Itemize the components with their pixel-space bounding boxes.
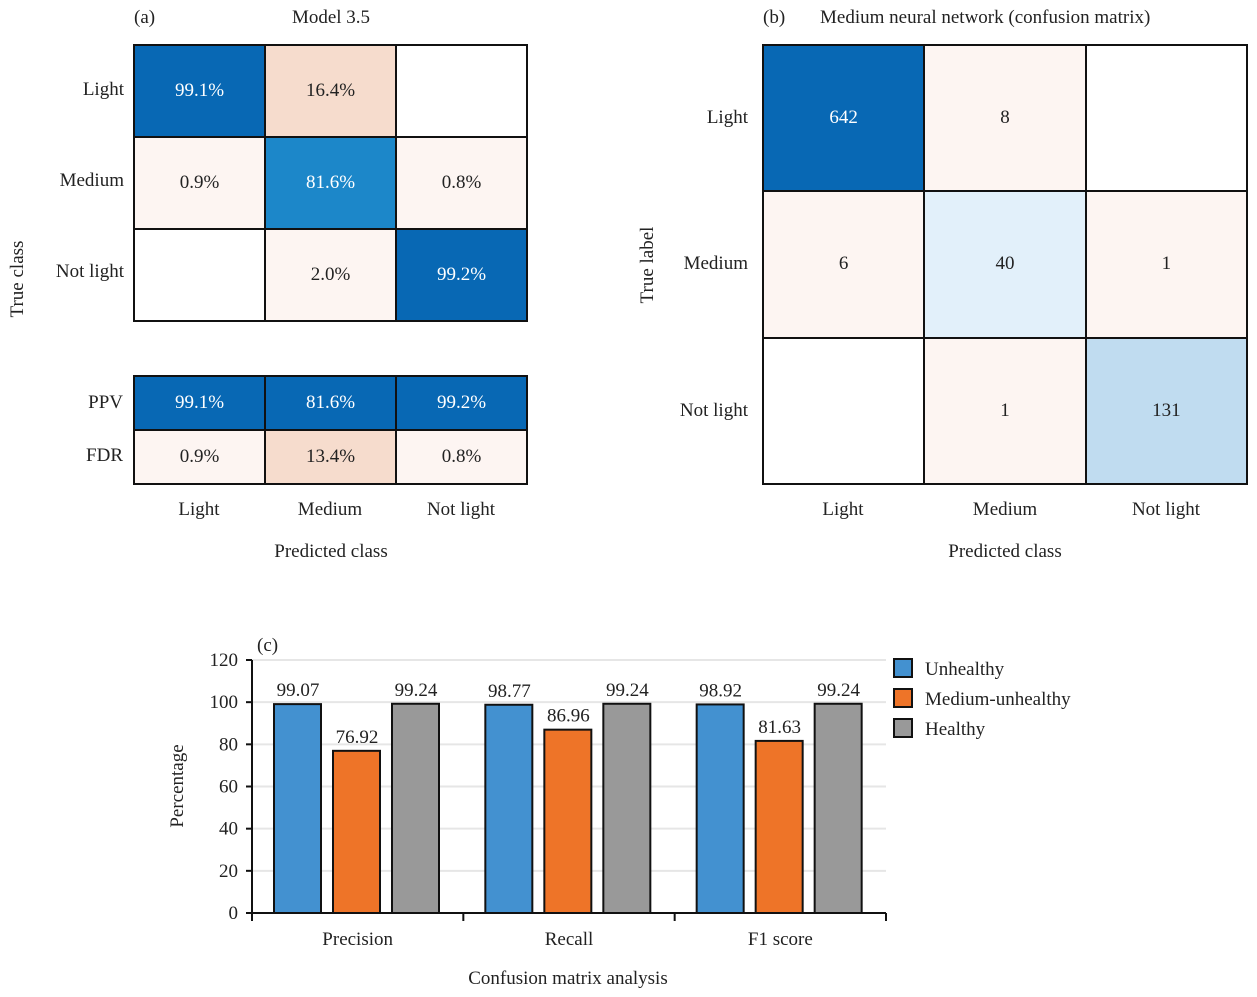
panel-a-cell: 99.2% xyxy=(397,230,526,320)
panel-a-cell: 99.1% xyxy=(135,46,264,136)
y-tick-label: 20 xyxy=(219,861,238,882)
panel-a-cell: 16.4% xyxy=(266,46,395,136)
data-label: 99.07 xyxy=(277,680,320,701)
bar-unhealthy xyxy=(484,703,534,914)
panel-b-cell: 131 xyxy=(1086,338,1246,483)
panel-a-col-label: Medium xyxy=(297,499,363,520)
panel-c-label: (c) xyxy=(257,635,278,656)
panel-b-cell xyxy=(1086,46,1246,191)
panel-a-title: Model 3.5 xyxy=(291,7,371,28)
x-tick-label: Recall xyxy=(545,929,594,950)
bar-unhealthy xyxy=(695,703,745,914)
x-tick-label: F1 score xyxy=(748,929,813,950)
legend-swatch xyxy=(893,658,913,678)
panel-a-summary-cell: 99.1% xyxy=(135,377,264,429)
data-label: 99.24 xyxy=(395,680,438,701)
panel-b-cell xyxy=(764,338,924,483)
panel-a-summary-label: PPV xyxy=(88,392,123,413)
y-tick-label: 0 xyxy=(229,903,239,924)
panel-b-col-label: Not light xyxy=(1131,499,1201,520)
data-label: 86.96 xyxy=(547,706,590,727)
bar-medium-unhealthy xyxy=(332,749,381,915)
panel-a-row-label: Light xyxy=(82,79,124,100)
bar-healthy xyxy=(813,702,863,914)
bar-healthy xyxy=(391,702,440,914)
panel-b-cell: 40 xyxy=(925,192,1085,337)
panel-a-cell xyxy=(397,46,526,136)
panel-a-summary-cell: 99.2% xyxy=(397,377,526,429)
panel-a-summary-cell: 0.9% xyxy=(135,431,264,483)
bar-medium-unhealthy xyxy=(754,739,804,914)
panel-b-cell: 6 xyxy=(764,192,924,337)
data-label: 76.92 xyxy=(336,727,379,748)
panel-a-cell: 0.8% xyxy=(397,138,526,228)
bar-healthy xyxy=(602,702,652,914)
y-tick-label: 100 xyxy=(210,692,239,713)
panel-b-title: Medium neural network (confusion matrix) xyxy=(820,7,1151,28)
y-axis-label: Percentage xyxy=(167,744,188,827)
data-label: 98.92 xyxy=(699,680,742,701)
panel-b-matrix: 642 8 6 40 1 1 131 xyxy=(762,44,1248,485)
panel-a-summary-cell: 0.8% xyxy=(397,431,526,483)
data-label: 81.63 xyxy=(758,717,801,738)
bar-medium-unhealthy xyxy=(543,728,593,915)
panel-b-xlabel: Predicted class xyxy=(948,541,1062,562)
data-label: 98.77 xyxy=(488,681,531,702)
legend-label: Medium-unhealthy xyxy=(925,689,1071,710)
panel-a-cell: 0.9% xyxy=(135,138,264,228)
panel-a-summary: 99.1% 81.6% 99.2% 0.9% 13.4% 0.8% xyxy=(133,375,528,485)
panel-a-row-label: Medium xyxy=(59,170,124,191)
panel-a-cell xyxy=(135,230,264,320)
data-label: 99.24 xyxy=(606,680,649,701)
panel-a-col-label: Not light xyxy=(426,499,496,520)
panel-b-label: (b) xyxy=(763,7,786,28)
y-tick-label: 60 xyxy=(219,777,238,798)
panel-b-cell: 642 xyxy=(764,46,924,191)
panel-a-summary-label: FDR xyxy=(86,445,123,466)
panel-a-xlabel: Predicted class xyxy=(274,541,388,562)
panel-a-cell: 2.0% xyxy=(266,230,395,320)
panel-a-cell: 81.6% xyxy=(266,138,395,228)
x-tick-label: Precision xyxy=(322,929,393,950)
data-label: 99.24 xyxy=(817,680,860,701)
legend-label: Unhealthy xyxy=(925,659,1005,680)
panel-b-cell: 1 xyxy=(925,338,1085,483)
panel-a-row-label: Not light xyxy=(55,261,124,282)
y-tick-label: 40 xyxy=(219,819,238,840)
y-tick-label: 80 xyxy=(219,734,238,755)
panel-a-summary-cell: 13.4% xyxy=(266,431,395,483)
x-axis-label: Confusion matrix analysis xyxy=(468,968,667,989)
panel-b-col-label: Medium xyxy=(972,499,1038,520)
panel-b-cell: 8 xyxy=(925,46,1085,191)
y-tick-label: 120 xyxy=(210,650,239,671)
panel-a-summary-cell: 81.6% xyxy=(266,377,395,429)
legend-label: Healthy xyxy=(925,719,986,740)
panel-b-row-label: Light xyxy=(706,107,748,128)
legend-swatch xyxy=(893,718,913,738)
panel-a-label: (a) xyxy=(134,7,156,28)
panel-b-cell: 1 xyxy=(1086,192,1246,337)
panel-b-row-label: Not light xyxy=(679,400,748,421)
panel-b-row-label: Medium xyxy=(683,253,748,274)
bar-unhealthy xyxy=(273,703,322,915)
legend-swatch xyxy=(893,688,913,708)
panel-a-matrix: 99.1% 16.4% 0.9% 81.6% 0.8% 2.0% 99.2% xyxy=(133,44,528,322)
panel-b-col-label: Light xyxy=(822,499,864,520)
panel-a-col-label: Light xyxy=(178,499,220,520)
